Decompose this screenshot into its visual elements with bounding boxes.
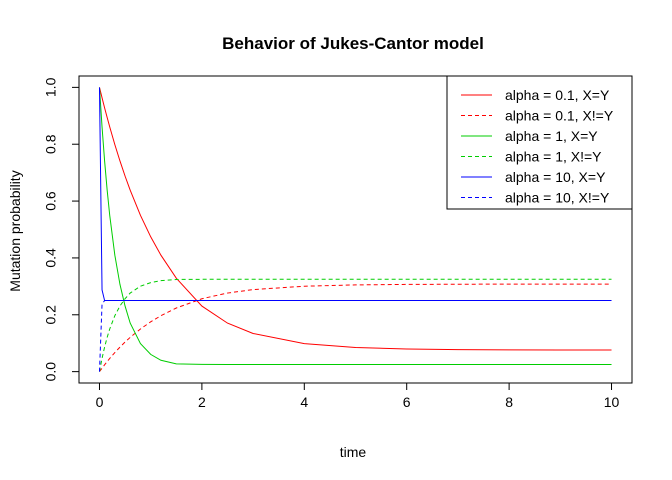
legend: alpha = 0.1, X=Y alpha = 0.1, X!=Y alpha =… xyxy=(446,75,633,210)
legend-label: alpha = 0.1, X!=Y xyxy=(505,108,614,124)
chart-title: Behavior of Jukes-Cantor model xyxy=(222,34,484,53)
series-line-4 xyxy=(98,278,612,372)
legend-label: alpha = 10, X=Y xyxy=(505,169,606,185)
series-line-1 xyxy=(98,87,612,351)
x-tick-label: 10 xyxy=(604,394,620,410)
x-tick-label: 4 xyxy=(300,394,308,410)
legend-label: alpha = 1, X!=Y xyxy=(505,149,602,165)
legend-label: alpha = 0.1, X=Y xyxy=(505,87,610,103)
legend-label: alpha = 1, X=Y xyxy=(505,128,598,144)
series-lines xyxy=(98,87,612,372)
y-tick-label: 0.2 xyxy=(43,305,59,325)
y-tick-label: 0.4 xyxy=(43,248,59,268)
x-tick-label: 2 xyxy=(198,394,206,410)
x-axis-label: time xyxy=(340,444,367,460)
x-tick-label: 8 xyxy=(505,394,513,410)
x-tick-label: 0 xyxy=(96,394,104,410)
legend-box xyxy=(446,75,633,210)
y-tick-label: 0.8 xyxy=(43,134,59,154)
x-tick-label: 6 xyxy=(403,394,411,410)
series-line-6 xyxy=(98,300,612,372)
x-axis: 0 2 4 6 8 10 xyxy=(96,382,620,410)
y-tick-label: 0.0 xyxy=(43,362,59,382)
y-tick-label: 1.0 xyxy=(43,77,59,97)
y-axis-label: Mutation probability xyxy=(7,170,23,291)
series-line-2 xyxy=(99,283,612,372)
y-tick-label: 0.6 xyxy=(43,191,59,211)
legend-label: alpha = 10, X!=Y xyxy=(505,190,610,206)
series-line-3 xyxy=(98,87,612,366)
y-axis: 0.0 0.2 0.4 0.6 0.8 1.0 xyxy=(43,77,80,382)
